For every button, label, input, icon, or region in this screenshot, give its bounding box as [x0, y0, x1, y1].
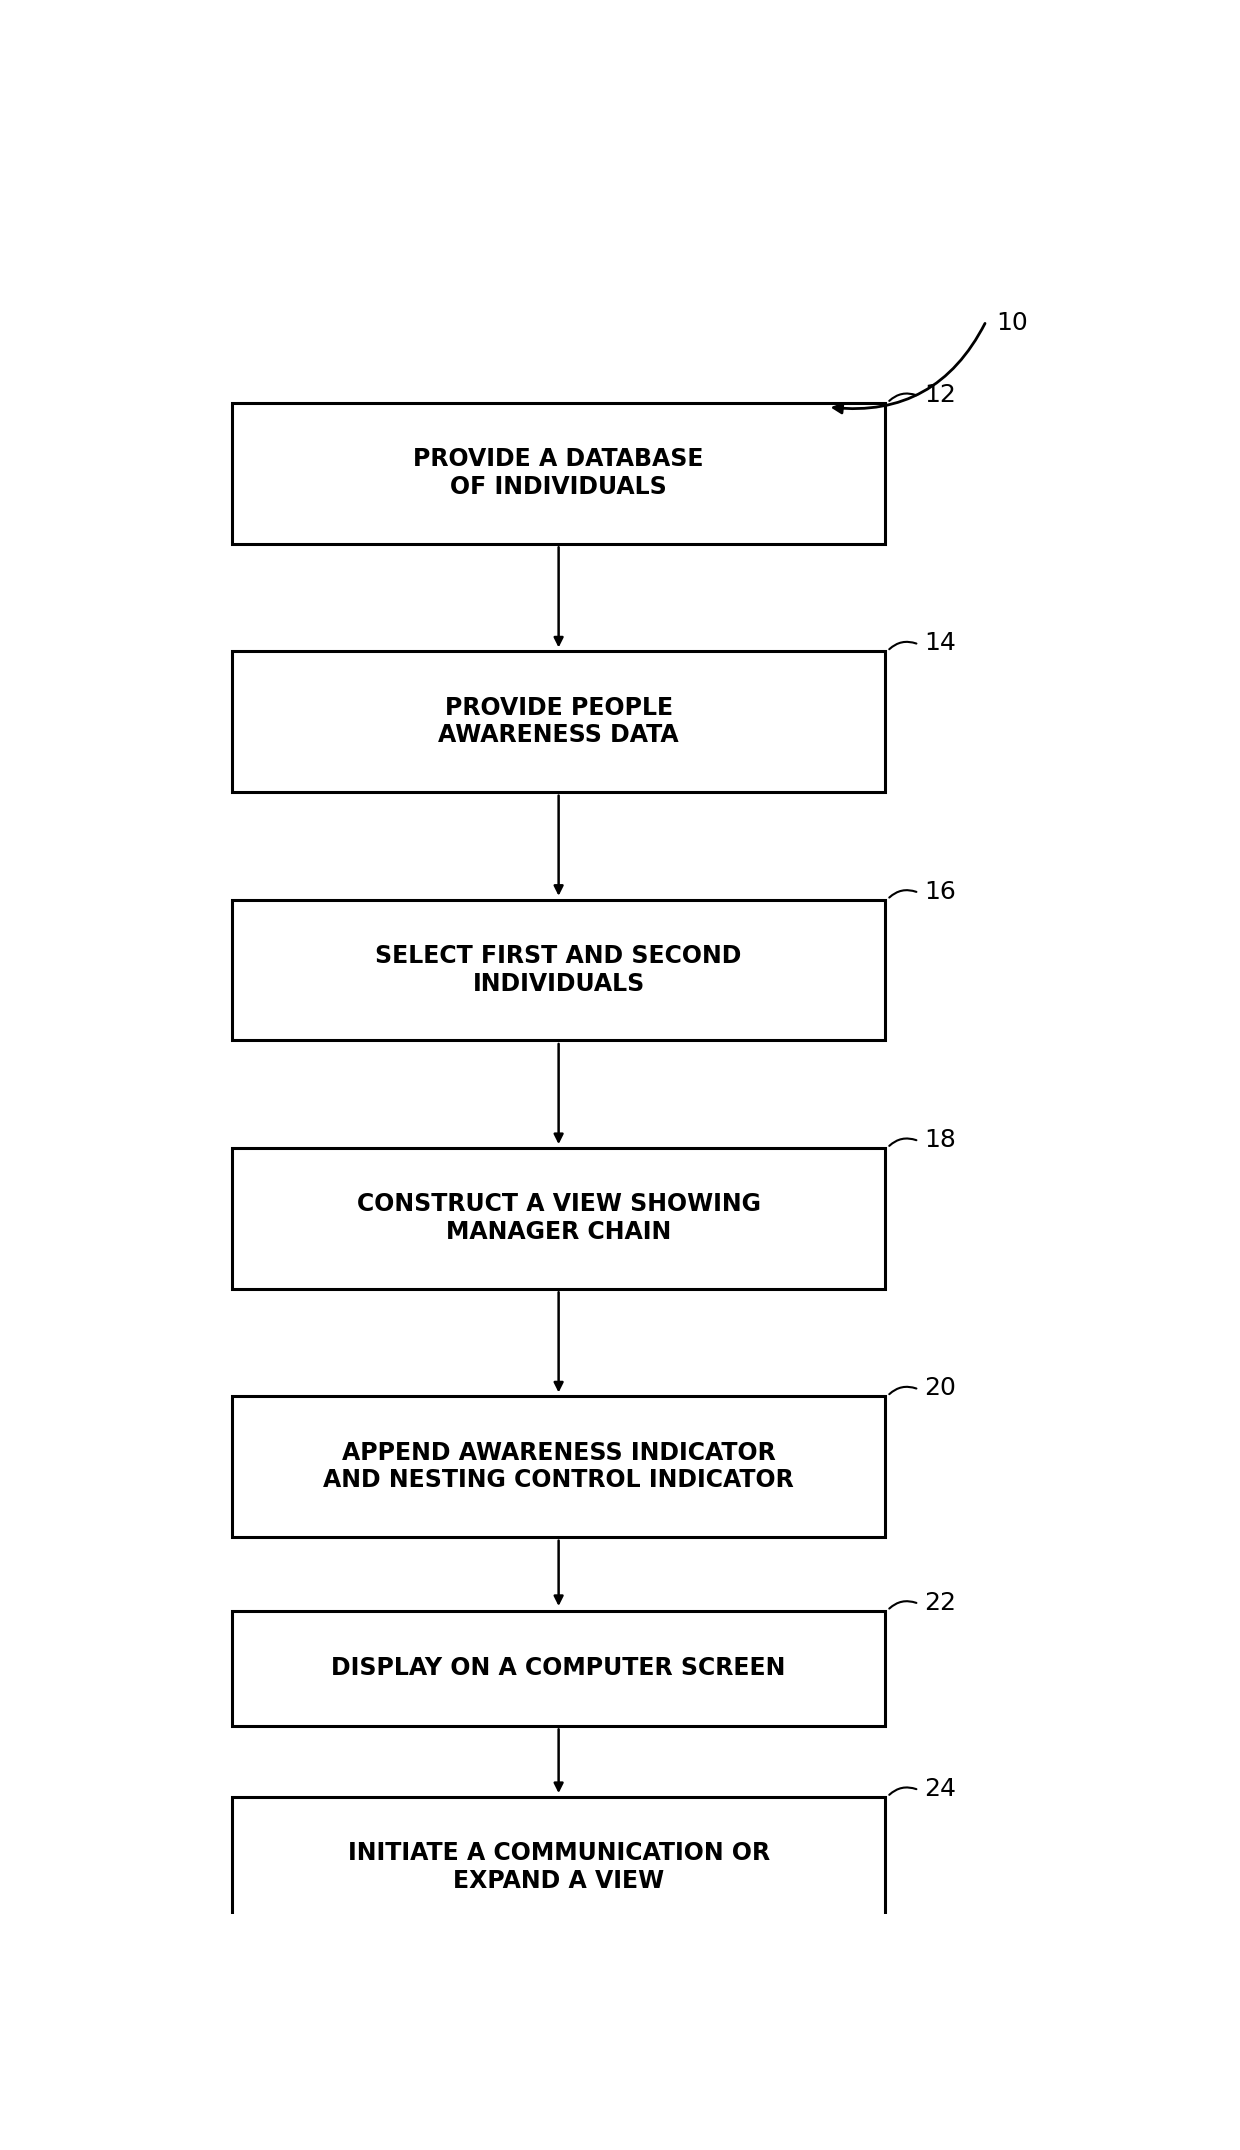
Bar [232, 1797, 885, 1937]
Text: PROVIDE PEOPLE
AWARENESS DATA: PROVIDE PEOPLE AWARENESS DATA [438, 697, 680, 748]
Text: 20: 20 [924, 1376, 956, 1400]
Bar [232, 899, 885, 1041]
Text: 16: 16 [924, 879, 956, 903]
Text: APPEND AWARENESS INDICATOR
AND NESTING CONTROL INDICATOR: APPEND AWARENESS INDICATOR AND NESTING C… [324, 1440, 794, 1492]
Bar [232, 402, 885, 544]
Text: 24: 24 [924, 1776, 956, 1802]
Text: 12: 12 [924, 383, 956, 406]
Bar [232, 1148, 885, 1288]
Bar [232, 1610, 885, 1726]
Bar [232, 1395, 885, 1537]
Text: CONSTRUCT A VIEW SHOWING
MANAGER CHAIN: CONSTRUCT A VIEW SHOWING MANAGER CHAIN [357, 1193, 760, 1245]
Text: 22: 22 [924, 1591, 956, 1615]
Text: SELECT FIRST AND SECOND
INDIVIDUALS: SELECT FIRST AND SECOND INDIVIDUALS [376, 944, 742, 995]
Text: DISPLAY ON A COMPUTER SCREEN: DISPLAY ON A COMPUTER SCREEN [331, 1656, 786, 1681]
Text: 10: 10 [996, 312, 1028, 335]
Text: INITIATE A COMMUNICATION OR
EXPAND A VIEW: INITIATE A COMMUNICATION OR EXPAND A VIE… [347, 1840, 770, 1892]
Text: 14: 14 [924, 632, 956, 656]
Text: PROVIDE A DATABASE
OF INDIVIDUALS: PROVIDE A DATABASE OF INDIVIDUALS [413, 447, 704, 499]
Bar [232, 651, 885, 791]
Text: 18: 18 [924, 1129, 956, 1152]
